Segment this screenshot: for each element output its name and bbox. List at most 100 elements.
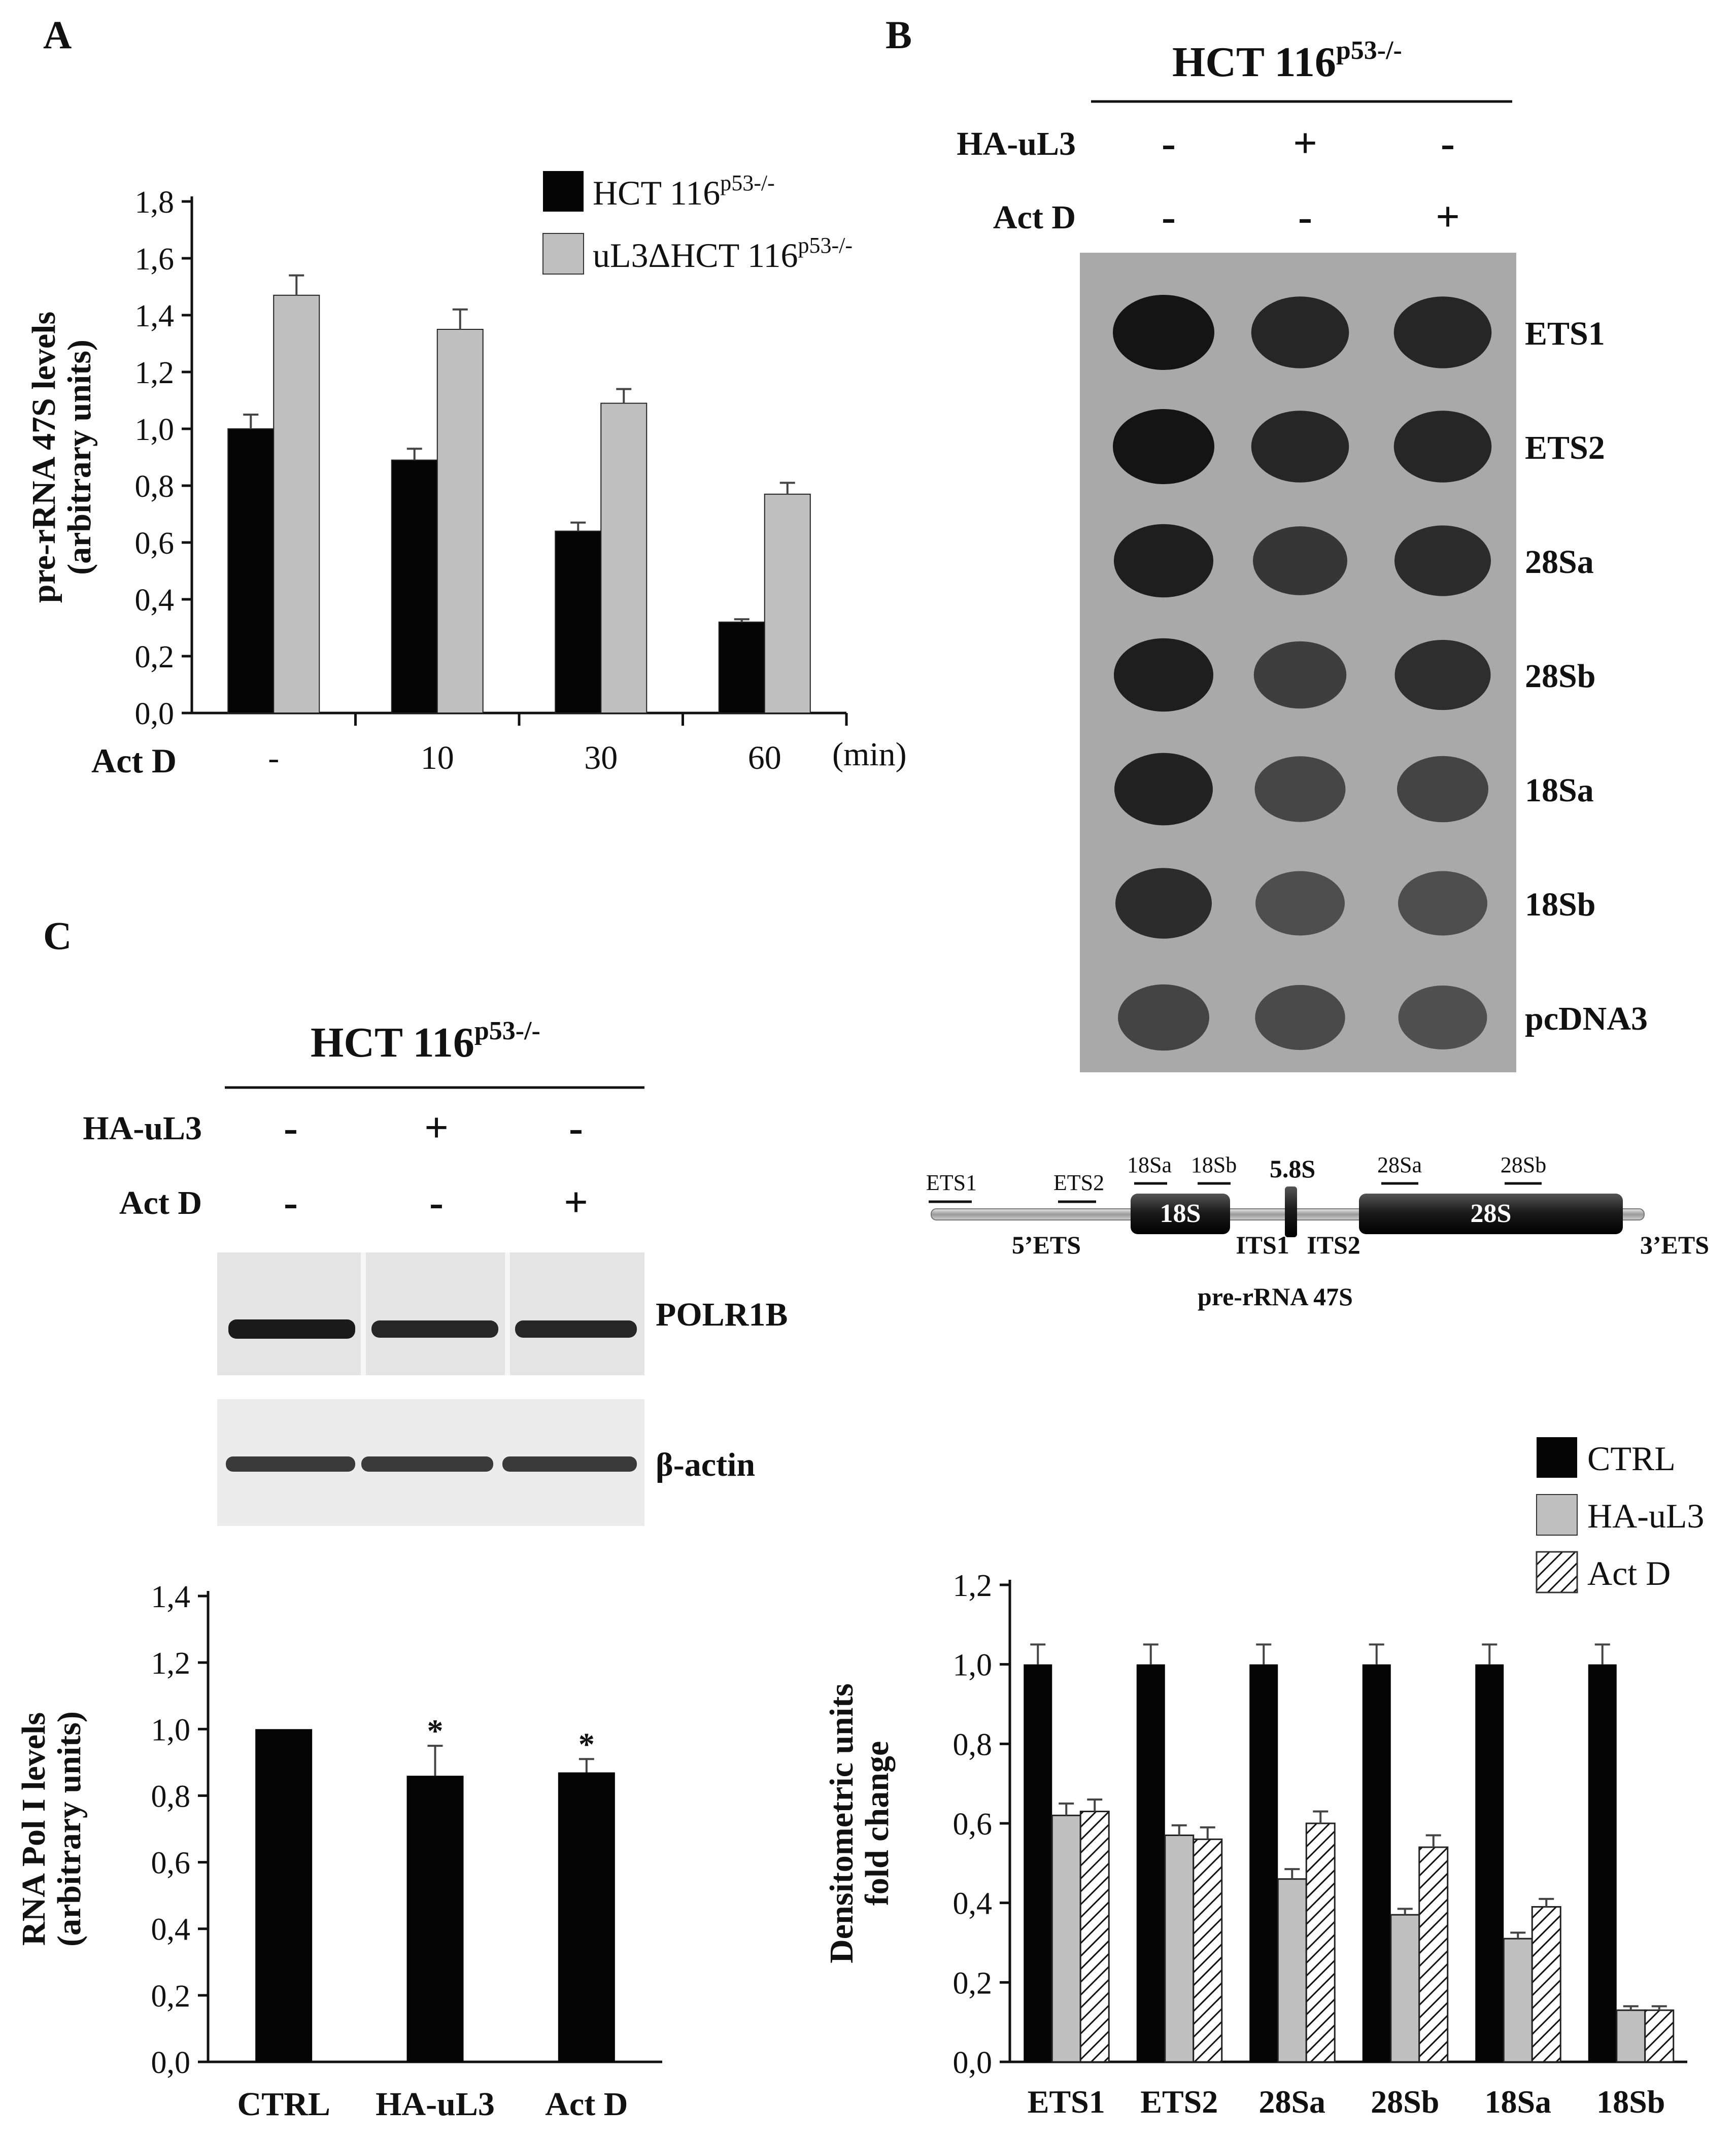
- panel-c-row1-sign: -: [569, 1104, 583, 1151]
- dot-28Sa-1: [1253, 526, 1347, 595]
- x-tick-label-d: ETS2: [1140, 2084, 1218, 2120]
- y-tick-label: 0,6: [953, 1807, 993, 1842]
- bar-c-0: [255, 1729, 313, 2062]
- y-tick-label: 0,6: [151, 1846, 191, 1881]
- panel-label-a: A: [43, 13, 72, 57]
- bar-a-series1-2: [600, 402, 648, 714]
- y-tick-label: 0,6: [135, 526, 175, 561]
- bar-c-2: [558, 1772, 615, 2062]
- bar-a-series1-1: [436, 329, 484, 714]
- legend-d-swatch-ctrl: [1537, 1437, 1577, 1478]
- bar-a-series0-3: [718, 621, 765, 714]
- dot-pcDNA3-1: [1255, 985, 1345, 1050]
- actin-band-2: [361, 1456, 493, 1472]
- y-tick-label: 0,2: [135, 640, 175, 674]
- probe-18sb-label: 18Sb: [1191, 1152, 1237, 1177]
- polr1b-label: POLR1B: [656, 1296, 788, 1333]
- probe-label-28Sa: 28Sa: [1525, 544, 1594, 581]
- dot-18Sb-0: [1115, 868, 1212, 939]
- chart-d: 0,0 0,2 0,4 0,6 0,8 1,0 1,2 Densitometric units…: [823, 1569, 1687, 2120]
- dot-28Sb-1: [1253, 641, 1347, 709]
- panel-c-row2-sign: -: [429, 1179, 444, 1226]
- x-tick-label-d: 28Sa: [1258, 2084, 1325, 2120]
- polr1b-blot: [217, 1252, 644, 1375]
- bar-d-series0-5: [1588, 1664, 1617, 2062]
- dot-ETS2-1: [1251, 411, 1349, 483]
- bar-d-series2-4: [1531, 1906, 1561, 2063]
- bar-d-series1-2: [1277, 1878, 1307, 2063]
- x-tick-label-d: ETS1: [1028, 2084, 1105, 2120]
- y-tick-label: 0,2: [151, 1979, 191, 2014]
- x-tick-label-d: 28Sb: [1371, 2084, 1439, 2120]
- panel-b-row1-label: HA-uL3: [957, 125, 1076, 162]
- x-tick-label-d: 18Sb: [1596, 2084, 1665, 2120]
- bar-d-series2-2: [1305, 1822, 1336, 2063]
- bar-d-series2-1: [1193, 1838, 1223, 2063]
- schematic-28s-block: [1359, 1194, 1623, 1234]
- y-tick-label: 1,2: [135, 356, 175, 390]
- legend-a-swatch-gray: [542, 233, 584, 275]
- bar-d-series1-1: [1164, 1835, 1195, 2063]
- significance-mark-c: *: [578, 1726, 595, 1762]
- y-tick-label: 0,8: [151, 1779, 191, 1814]
- dot-ETS2-2: [1393, 411, 1492, 483]
- bar-c-1: [406, 1776, 464, 2062]
- bar-d-series0-1: [1136, 1664, 1165, 2062]
- probe-label-ETS1: ETS1: [1525, 315, 1605, 352]
- dot-28Sb-2: [1394, 639, 1491, 710]
- dot-18Sb-2: [1398, 871, 1487, 936]
- region-3ets-label: 3’ETS: [1640, 1231, 1709, 1259]
- panel-c-row1-label: HA-uL3: [83, 1110, 202, 1147]
- legend-d-swatch-hauL3: [1536, 1494, 1578, 1536]
- actin-band-3: [502, 1456, 637, 1472]
- schematic-caption: pre-rRNA 47S: [1198, 1282, 1353, 1311]
- y-tick-label: 0,0: [135, 697, 175, 731]
- y-tick-label: 0,4: [151, 1913, 191, 1947]
- bar-d-series0-4: [1475, 1664, 1504, 2062]
- y-tick-label: 0,0: [953, 2046, 993, 2080]
- panel-label-c: C: [43, 913, 72, 958]
- dot-pcDNA3-2: [1398, 986, 1487, 1049]
- region-5ets-label: 5’ETS: [1012, 1231, 1081, 1259]
- panel-c-western: HCT 116p53-/- HA-uL3 Act D - + - - - + POLR1B…: [83, 1016, 788, 1526]
- panel-b: HCT 116p53-/- HA-uL3 Act D - + - - - + ETS1 ET…: [957, 36, 1648, 1072]
- panel-b-row1-sign: +: [1293, 120, 1317, 167]
- dot-ETS1-0: [1113, 295, 1214, 370]
- bar-d-series0-3: [1362, 1664, 1391, 2062]
- legend-a-label-1: HCT 116p53-/-: [593, 171, 775, 212]
- y-tick-label: 0,8: [953, 1727, 993, 1762]
- y-tick-label: 0,2: [953, 1966, 993, 2000]
- bar-d-series2-5: [1644, 2009, 1675, 2063]
- dot-28Sb-0: [1114, 638, 1213, 712]
- x-tick-label-c: CTRL: [237, 2086, 330, 2123]
- pre-rrna-schematic: 18S 28S ETS1 ETS2 18Sa 18Sb 5.8S 28Sa 28…: [926, 1152, 1709, 1311]
- dot-ETS1-1: [1251, 296, 1349, 368]
- legend-a-swatch-black: [543, 171, 584, 212]
- bar-a-series0-1: [391, 459, 438, 714]
- probe-label-pcDNA3: pcDNA3: [1525, 1000, 1648, 1037]
- x-tick-label-d: 18Sa: [1484, 2084, 1551, 2120]
- x-unit-label-a: (min): [832, 736, 907, 773]
- schematic-18s-label: 18S: [1160, 1199, 1201, 1228]
- legend-a-label-2: uL3ΔHCT 116p53-/-: [593, 233, 853, 275]
- x-tick-label-a: 60: [748, 739, 781, 776]
- y-tick-label: 1,4: [151, 1580, 191, 1614]
- bar-d-series2-0: [1079, 1811, 1110, 2063]
- panel-b-row2-sign: -: [1162, 193, 1176, 241]
- legend-d: CTRL HA-uL3 Act D: [1536, 1437, 1704, 1593]
- probe-18sa-label: 18Sa: [1127, 1152, 1172, 1177]
- y-axis-label-2: fold change: [859, 1741, 896, 1906]
- bar-d-series1-3: [1390, 1914, 1420, 2063]
- chart-a: 0,0 0,2 0,4 0,6 0,8 1,0 1,2 1,4 1,6 1,8 pre-rRNA 4…: [25, 185, 907, 780]
- bar-d-series0-0: [1024, 1664, 1052, 2062]
- y-tick-label: 1,0: [953, 1648, 993, 1683]
- dot-18Sb-1: [1255, 871, 1345, 936]
- x-tick-label-c: HA-uL3: [376, 2086, 495, 2123]
- probe-28sa-label: 28Sa: [1377, 1152, 1422, 1177]
- x-axis-label-a: Act D: [91, 741, 177, 780]
- y-tick-label: 0,0: [151, 2046, 191, 2080]
- polr1b-band-3: [515, 1320, 637, 1338]
- legend-d-label-hauL3: HA-uL3: [1587, 1497, 1704, 1535]
- y-tick-label: 1,4: [135, 299, 175, 333]
- dot-18Sa-0: [1114, 753, 1213, 826]
